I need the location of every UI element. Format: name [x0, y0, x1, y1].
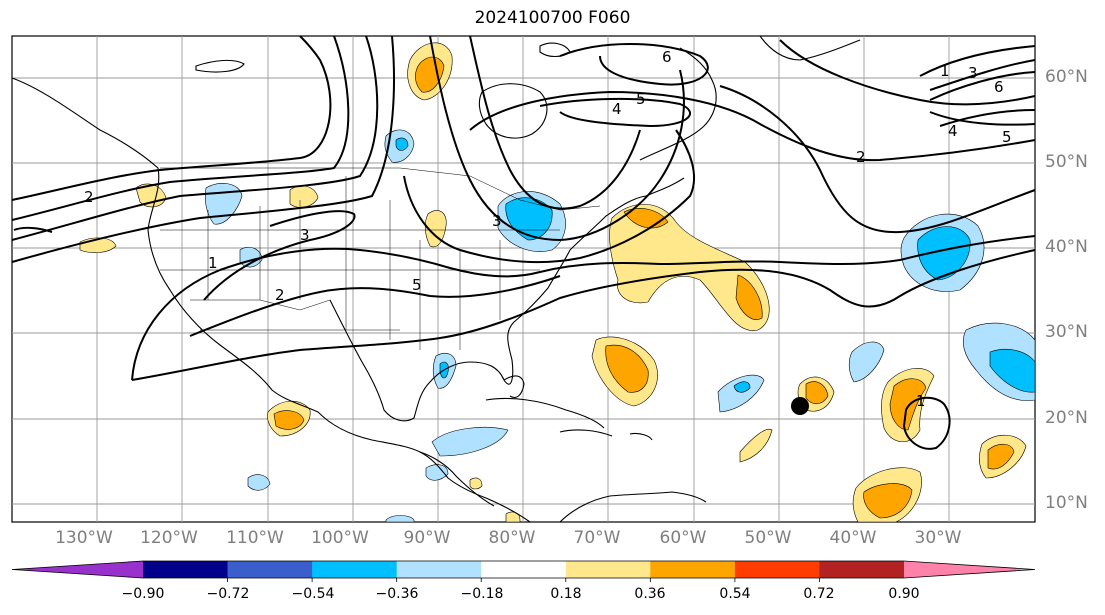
- contour-label: 2: [84, 188, 94, 206]
- colorbar-segment: [819, 561, 905, 578]
- contour-label: 1: [916, 392, 926, 410]
- colorbar: [11, 560, 1036, 582]
- lat-label: 40°N: [1045, 237, 1088, 257]
- contour-label: 5: [412, 276, 422, 294]
- lon-label: 100°W: [311, 528, 369, 548]
- colorbar-outline: [11, 560, 1036, 579]
- lat-label: 10°N: [1045, 493, 1088, 513]
- contour-label: 5: [1002, 128, 1012, 146]
- colorbar-tick-label: 0.90: [888, 586, 920, 602]
- contour-label: 4: [948, 122, 958, 140]
- contour-label: 1: [208, 254, 218, 272]
- lon-label: 130°W: [55, 528, 113, 548]
- colorbar-tick-label: −0.72: [206, 586, 250, 602]
- lon-label: 120°W: [140, 528, 198, 548]
- anomaly-fill: [79, 42, 1036, 523]
- colorbar-segment: [481, 561, 567, 578]
- lat-label: 30°N: [1045, 322, 1088, 342]
- lat-label: 50°N: [1045, 152, 1088, 172]
- contour-label: 2: [275, 286, 285, 304]
- contour-label: 3: [968, 64, 978, 82]
- storm-position-marker: [791, 397, 809, 415]
- lon-label: 60°W: [659, 528, 707, 548]
- colorbar-tick-label: −0.18: [460, 586, 504, 602]
- colorbar-tick-label: −0.90: [121, 586, 165, 602]
- lon-label: 70°W: [573, 528, 621, 548]
- contour-label: 3: [492, 212, 502, 230]
- contour-label: 5: [636, 90, 646, 108]
- contour-lines: [11, 35, 1036, 450]
- colorbar-tick-label: 0.36: [634, 586, 666, 602]
- colorbar-segment: [227, 561, 313, 578]
- contour-label: 3: [300, 226, 310, 244]
- lat-label: 60°N: [1045, 67, 1088, 87]
- colorbar-tick-label: −0.54: [291, 586, 335, 602]
- colorbar-segment: [565, 561, 651, 578]
- contour-label: 6: [662, 48, 672, 66]
- colorbar-segment: [312, 561, 398, 578]
- colorbar-tick-label: 0.18: [550, 586, 582, 602]
- colorbar-segment: [396, 561, 482, 578]
- coastlines: [11, 35, 861, 523]
- lon-label: 90°W: [403, 528, 451, 548]
- lon-label: 40°W: [829, 528, 877, 548]
- graticule: [12, 36, 1035, 522]
- lat-label: 20°N: [1045, 408, 1088, 428]
- map-title: 2024100700 F060: [474, 8, 631, 28]
- colorbar-segment: [143, 561, 229, 578]
- contour-label: 4: [612, 100, 622, 118]
- colorbar-extend-low: [12, 561, 143, 578]
- colorbar-segment: [734, 561, 820, 578]
- colorbar-segment: [650, 561, 736, 578]
- lon-label: 30°W: [914, 528, 962, 548]
- colorbar-tick-label: 0.72: [803, 586, 835, 602]
- colorbar-extend-high: [904, 561, 1035, 578]
- contour-label: 1: [940, 62, 950, 80]
- lon-label: 80°W: [488, 528, 536, 548]
- contour-label: 2: [856, 148, 866, 166]
- contour-label-group: 1 2 3 4 5 6 1 2 3 4 5 6 1 2 3 5: [84, 48, 1012, 410]
- colorbar-tick-label: 0.54: [719, 586, 751, 602]
- map-frame: [11, 35, 1036, 523]
- lon-label: 50°W: [744, 528, 792, 548]
- colorbar-tick-label: −0.36: [375, 586, 419, 602]
- lon-label: 110°W: [226, 528, 284, 548]
- contour-label: 6: [994, 78, 1004, 96]
